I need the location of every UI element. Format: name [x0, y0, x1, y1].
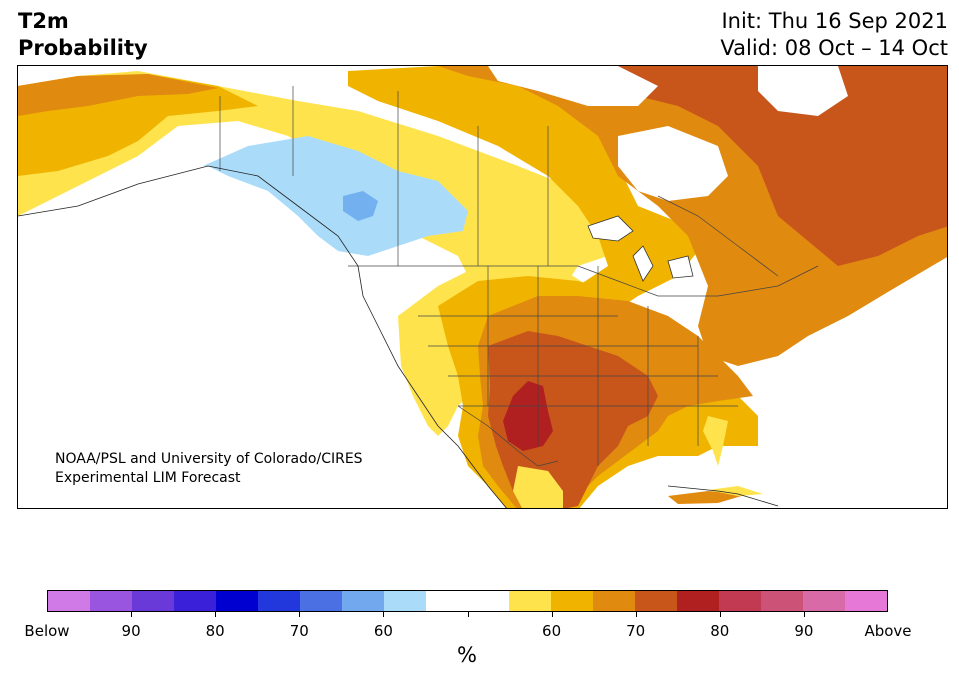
colorbar-swatch	[719, 591, 762, 611]
region-above-75-texas	[503, 381, 553, 451]
region-above-55-mexico	[513, 466, 563, 508]
colorbar-tick	[719, 612, 721, 617]
colorbar-swatch	[593, 591, 636, 611]
title-variable: T2m	[18, 9, 69, 33]
region-above-65-alaska	[18, 74, 218, 116]
colorbar-label: 60	[542, 622, 562, 640]
colorbar-label: 80	[205, 622, 225, 640]
colorbar-unit: %	[457, 643, 477, 667]
colorbar-swatch	[215, 591, 258, 611]
colorbar-tick	[131, 612, 133, 617]
region-above-75-north	[538, 66, 947, 266]
credit-line-2: Experimental LIM Forecast	[55, 470, 241, 486]
colorbar-swatch	[677, 591, 720, 611]
colorbar-swatch	[845, 591, 888, 611]
region-below-55-canada	[203, 136, 468, 256]
colorbar-swatch	[89, 591, 132, 611]
colorbar-label: Below	[24, 622, 70, 640]
probability-map: NOAA/PSL and University of Colorado/CIRE…	[17, 65, 948, 509]
map-title: T2m Probability	[18, 8, 148, 62]
forecast-credit: NOAA/PSL and University of Colorado/CIRE…	[55, 450, 363, 488]
colorbar-tick	[803, 612, 805, 617]
colorbar-swatch	[467, 591, 510, 611]
map-canvas	[18, 66, 947, 508]
colorbar-swatch	[509, 591, 552, 611]
valid-date: Valid: 08 Oct – 14 Oct	[720, 36, 948, 60]
colorbar-swatch	[299, 591, 342, 611]
colorbar-tick	[551, 612, 553, 617]
colorbar-swatch	[383, 591, 426, 611]
colorbar-tick	[467, 612, 469, 617]
region-neutral-hudson	[618, 126, 728, 201]
colorbar-labels: Below 90 80 70 60 60 70 80 90 Above	[0, 622, 959, 642]
us-mexico-border	[457, 405, 559, 467]
init-date: Init: Thu 16 Sep 2021	[721, 9, 948, 33]
region-above-55-northwest	[18, 71, 608, 306]
lake-superior	[587, 215, 634, 242]
colorbar-swatch	[257, 591, 300, 611]
lake-huron	[667, 255, 694, 279]
colorbar-swatch	[173, 591, 216, 611]
political-borders	[219, 86, 819, 467]
forecast-dates: Init: Thu 16 Sep 2021 Valid: 08 Oct – 14…	[720, 8, 948, 62]
colorbar-swatch	[803, 591, 846, 611]
colorbar-swatch	[341, 591, 384, 611]
region-above-65-north	[348, 66, 698, 326]
colorbar-label: 70	[289, 622, 309, 640]
lake-michigan	[632, 245, 654, 282]
colorbar-label: 80	[710, 622, 730, 640]
colorbar-swatch	[425, 591, 468, 611]
colorbar-swatch	[48, 591, 90, 611]
province-border-qc	[657, 195, 779, 277]
region-neutral-west	[18, 166, 398, 411]
colorbar-tick	[215, 612, 217, 617]
colorbar-swatch	[131, 591, 174, 611]
great-lakes	[587, 215, 694, 282]
colorbar-swatch	[551, 591, 594, 611]
region-above-55-florida	[703, 416, 728, 466]
region-above-70-us	[488, 331, 658, 508]
gulf-coast-south	[667, 485, 779, 507]
pacific-coast	[18, 165, 507, 508]
colorbar	[47, 590, 888, 612]
colorbar-ticks	[0, 612, 959, 618]
coastlines	[18, 165, 779, 508]
colorbar-label: 70	[626, 622, 646, 640]
colorbar-label: 90	[121, 622, 141, 640]
colorbar-label: Above	[864, 622, 912, 640]
region-above-65-caribbean	[668, 491, 748, 504]
colorbar-swatch	[635, 591, 678, 611]
us-canada-border-east	[577, 265, 819, 297]
colorbar-tick	[299, 612, 301, 617]
colorbar-swatch	[761, 591, 804, 611]
colorbar-tick	[383, 612, 385, 617]
credit-line-1: NOAA/PSL and University of Colorado/CIRE…	[55, 451, 363, 467]
region-above-55-cuba	[708, 486, 763, 496]
title-type: Probability	[18, 36, 148, 60]
region-below-60-canada	[343, 191, 378, 221]
colorbar-label: 90	[794, 622, 814, 640]
region-neutral-arctic	[758, 66, 848, 116]
colorbar-label: 60	[373, 622, 393, 640]
region-above-70-greenland	[878, 66, 947, 136]
colorbar-tick	[635, 612, 637, 617]
region-neutral-arctic-2	[488, 66, 658, 106]
